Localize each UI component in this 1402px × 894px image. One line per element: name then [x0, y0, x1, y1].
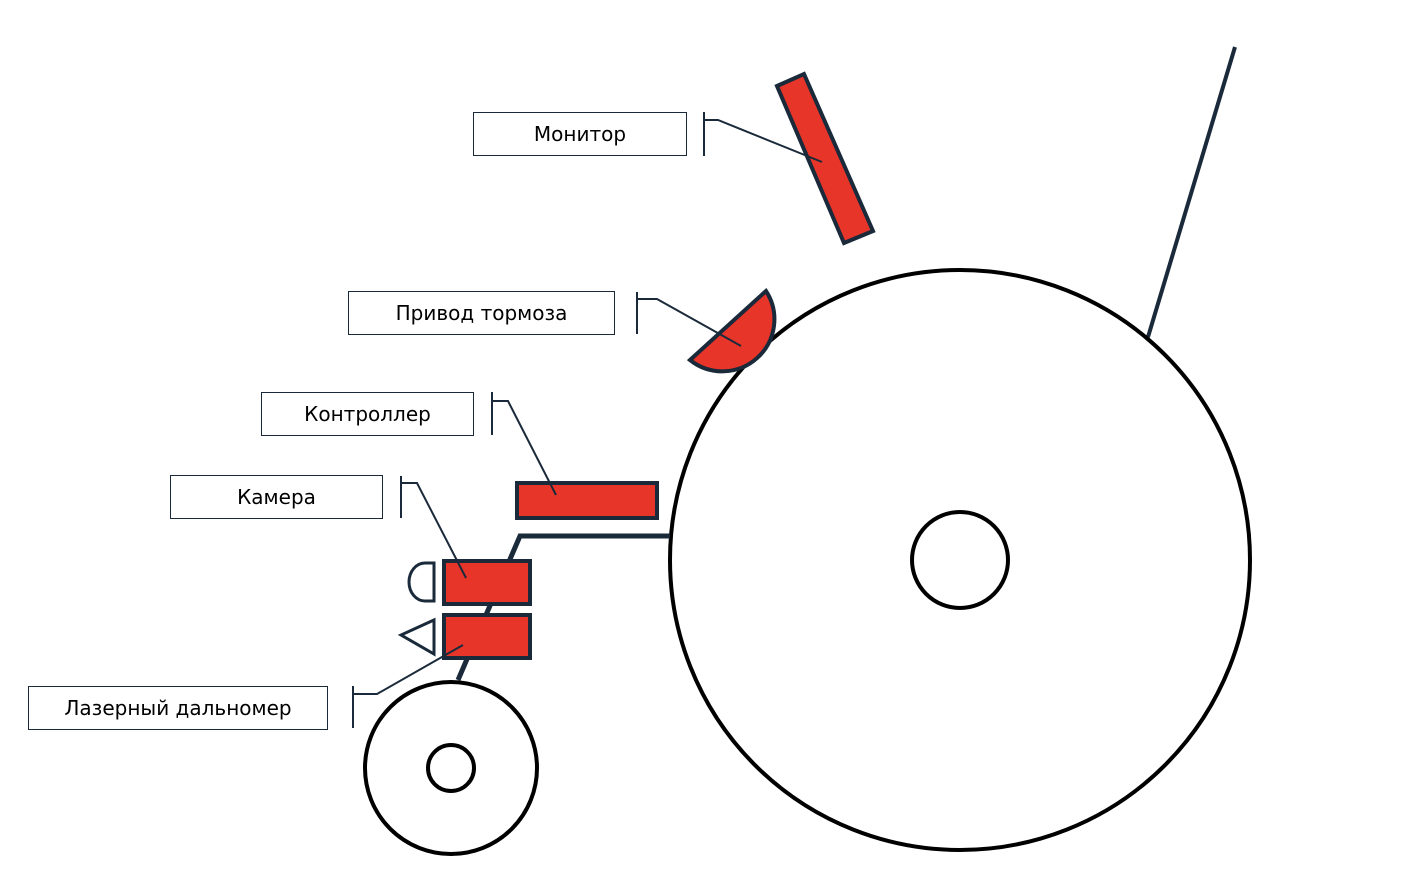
leader-laser	[352, 644, 464, 728]
brake-drive-component	[686, 287, 777, 374]
small-wheel-hub	[426, 743, 476, 793]
label-brake-drive: Привод тормоза	[348, 291, 615, 335]
label-controller: Контроллер	[261, 392, 474, 436]
label-laser-rangefinder: Лазерный дальномер	[28, 686, 328, 730]
laser-emitter-icon	[397, 617, 436, 657]
leader-monitor	[703, 112, 823, 163]
controller-component	[515, 481, 659, 520]
laser-rangefinder-component	[442, 613, 532, 660]
label-camera: Камера	[170, 475, 383, 519]
camera-component	[442, 559, 532, 606]
leader-controller	[491, 392, 557, 496]
big-wheel-hub	[910, 510, 1010, 610]
leader-brake-drive	[636, 292, 742, 347]
camera-lens-icon	[407, 561, 436, 603]
monitor-component	[774, 71, 876, 246]
leader-camera	[400, 476, 467, 579]
label-monitor: Монитор	[473, 112, 687, 156]
push-handle	[1146, 46, 1237, 338]
